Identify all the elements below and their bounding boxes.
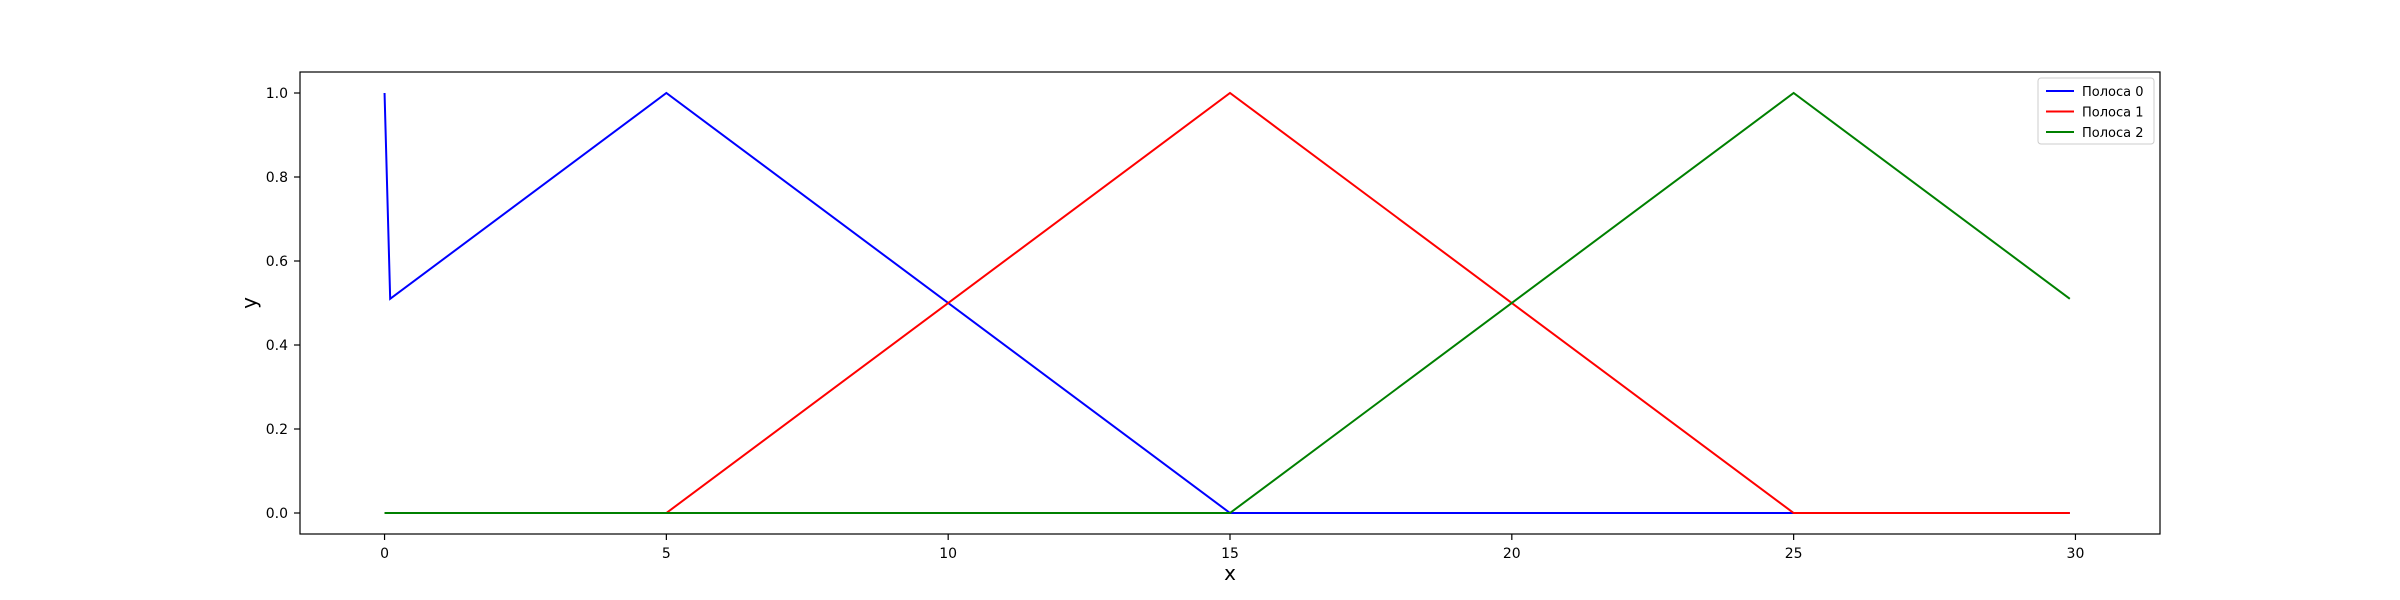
x-tick-label: 30 [2067,546,2085,562]
legend: Полоса 0 Полоса 1 Полоса 2 [2037,77,2155,145]
y-axis-ticks: 0.0 0.2 0.4 0.6 0.8 1.0 [266,86,300,522]
legend-label-2: Полоса 2 [2082,126,2144,141]
x-tick-label: 25 [1785,546,1803,562]
x-axis-ticks: 0 5 10 15 20 25 30 [380,534,2084,562]
y-tick-label: 0.4 [266,338,288,354]
x-tick-label: 5 [662,546,671,562]
x-tick-label: 0 [380,546,389,562]
x-tick-label: 10 [939,546,957,562]
series-lines [383,91,2071,514]
legend-box [2037,77,2155,145]
y-axis-label: y [237,297,261,309]
y-tick-label: 0.0 [266,506,288,522]
plot-area [300,72,2160,534]
y-tick-label: 1.0 [266,86,288,102]
x-tick-label: 15 [1221,546,1239,562]
legend-label-1: Полоса 1 [2082,106,2144,121]
series-line-2 [384,91,2071,514]
x-axis-label: x [1224,561,1236,585]
y-tick-label: 0.6 [266,254,288,270]
y-tick-label: 0.2 [266,422,288,438]
x-tick-label: 20 [1503,546,1521,562]
legend-label-0: Полоса 0 [2082,85,2144,100]
y-tick-label: 0.8 [266,170,288,186]
